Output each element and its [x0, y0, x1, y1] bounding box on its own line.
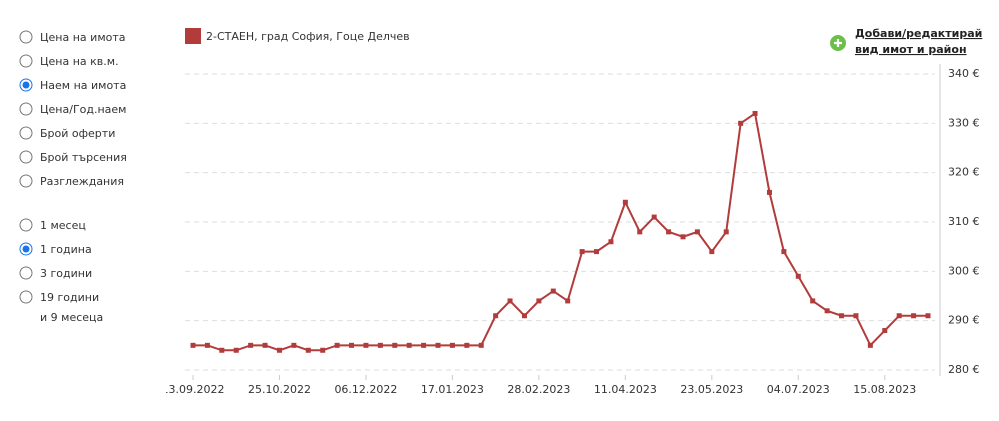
point	[421, 342, 427, 348]
point	[594, 249, 600, 255]
point	[824, 308, 830, 314]
point	[305, 347, 311, 353]
point	[406, 342, 412, 348]
point	[666, 229, 672, 235]
point	[276, 347, 282, 353]
point	[781, 249, 787, 255]
series-line	[193, 111, 928, 352]
legend-swatch	[185, 28, 201, 44]
point	[550, 288, 556, 294]
point	[694, 229, 700, 235]
point	[248, 342, 254, 348]
radio[interactable]	[19, 30, 33, 44]
x-tick-label: 11.04.2023	[594, 383, 657, 396]
radio[interactable]	[19, 218, 33, 232]
radio[interactable]	[19, 126, 33, 140]
point	[334, 342, 340, 348]
add-link[interactable]: Добави/редактирай	[855, 27, 982, 40]
radio[interactable]	[19, 266, 33, 280]
point	[867, 342, 873, 348]
radio-label[interactable]: и 9 месеца	[40, 311, 103, 324]
point	[896, 313, 902, 319]
point	[766, 189, 772, 195]
point	[464, 342, 470, 348]
point	[723, 229, 729, 235]
point	[752, 110, 758, 116]
point	[882, 328, 888, 334]
point	[377, 342, 383, 348]
point	[536, 298, 542, 304]
point	[810, 298, 816, 304]
radio[interactable]	[19, 102, 33, 116]
point	[291, 342, 297, 348]
point	[478, 342, 484, 348]
radio-label[interactable]: 1 година	[40, 243, 92, 256]
radio-label[interactable]: 3 години	[40, 267, 92, 280]
radio-label[interactable]: Разглеждания	[40, 175, 124, 188]
point	[507, 298, 513, 304]
y-tick-label: 340 €	[948, 67, 980, 80]
point	[853, 313, 859, 319]
radio-label[interactable]: Цена на имота	[40, 31, 126, 44]
x-tick-label: 15.08.2023	[853, 383, 916, 396]
radio-label[interactable]: Брой оферти	[40, 127, 115, 140]
radio-label[interactable]: Брой търсения	[40, 151, 127, 164]
point	[349, 342, 355, 348]
radio[interactable]	[19, 290, 33, 304]
point	[320, 347, 326, 353]
x-tick-label: 23.05.2023	[680, 383, 743, 396]
y-tick-label: 300 €	[948, 264, 980, 277]
x-tick-label: 28.02.2023	[507, 383, 570, 396]
point	[738, 120, 744, 126]
point	[911, 313, 917, 319]
point	[449, 342, 455, 348]
point	[435, 342, 441, 348]
point	[579, 249, 585, 255]
point	[680, 234, 686, 240]
add-link[interactable]: вид имот и район	[855, 43, 967, 56]
point	[493, 313, 499, 319]
radio-label[interactable]: 19 години	[40, 291, 99, 304]
y-tick-label: 310 €	[948, 215, 980, 228]
point	[204, 342, 210, 348]
x-tick-label: 06.12.2022	[334, 383, 397, 396]
y-tick-label: 290 €	[948, 314, 980, 327]
point	[565, 298, 571, 304]
radio-dot	[22, 81, 30, 89]
point	[637, 229, 643, 235]
y-tick-label: 320 €	[948, 166, 980, 179]
point	[190, 342, 196, 348]
radio-label[interactable]: 1 месец	[40, 219, 86, 232]
x-tick-label: 04.07.2023	[767, 383, 830, 396]
point	[622, 199, 628, 205]
add-icon-plus	[834, 39, 842, 47]
radio-label[interactable]: Цена на кв.м.	[40, 55, 119, 68]
point	[363, 342, 369, 348]
radio[interactable]	[19, 54, 33, 68]
radio-label[interactable]: Наем на имота	[40, 79, 126, 92]
point	[925, 313, 931, 319]
legend-label: 2-СТАЕН, град София, Гоце Делчев	[206, 30, 410, 43]
point	[608, 239, 614, 245]
point	[651, 214, 657, 220]
point	[392, 342, 398, 348]
point	[262, 342, 268, 348]
point	[521, 313, 527, 319]
point	[839, 313, 845, 319]
radio[interactable]	[19, 174, 33, 188]
radio-dot	[22, 245, 30, 253]
y-tick-label: 330 €	[948, 116, 980, 129]
point	[709, 249, 715, 255]
x-tick-label: 17.01.2023	[421, 383, 484, 396]
x-tick-label: 13.09.2022	[162, 383, 225, 396]
point	[233, 347, 239, 353]
radio-label[interactable]: Цена/Год.наем	[40, 103, 127, 116]
point	[795, 273, 801, 279]
radio[interactable]	[19, 150, 33, 164]
x-tick-label: 25.10.2022	[248, 383, 311, 396]
point	[219, 347, 225, 353]
y-tick-label: 280 €	[948, 363, 980, 376]
